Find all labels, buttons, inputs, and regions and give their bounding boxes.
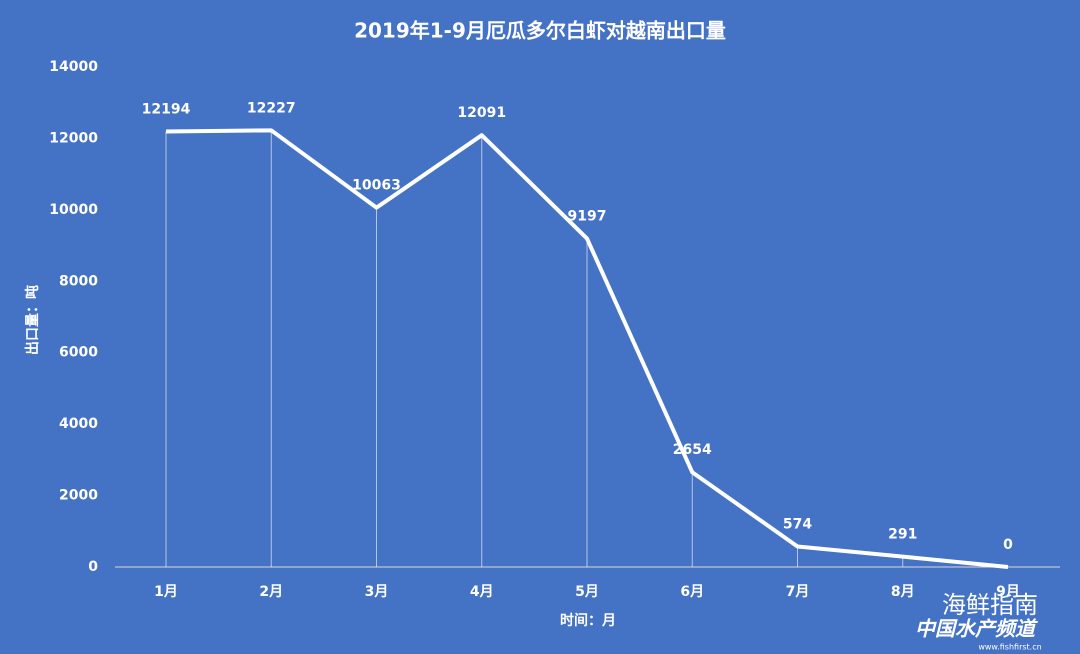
y-tick-label: 8000 <box>59 273 98 289</box>
data-label: 12194 <box>142 102 191 118</box>
data-label: 0 <box>1003 537 1013 553</box>
x-tick-label: 6月 <box>680 584 704 600</box>
y-tick-label: 14000 <box>49 59 98 75</box>
y-tick-label: 4000 <box>59 416 98 432</box>
x-axis-title: 时间：月 <box>560 612 616 629</box>
x-tick-label: 3月 <box>365 584 389 600</box>
watermark: 海鲜指南 <box>942 591 1038 619</box>
data-label: 9197 <box>568 209 607 225</box>
x-tick-label: 7月 <box>786 584 810 600</box>
data-label: 12091 <box>457 105 506 121</box>
watermark: www.fishfirst.cn <box>978 643 1041 652</box>
data-label: 291 <box>888 527 917 543</box>
x-tick-label: 2月 <box>259 584 283 600</box>
y-axis-title: 出口量：吨 <box>24 285 41 355</box>
y-tick-label: 10000 <box>49 202 98 218</box>
data-line <box>165 128 1009 569</box>
x-tick-label: 4月 <box>470 584 494 600</box>
watermark: 中国水产频道 <box>915 617 1038 641</box>
x-tick-label: 5月 <box>575 584 599 600</box>
y-tick-label: 2000 <box>59 488 98 504</box>
data-label: 574 <box>783 517 812 533</box>
x-tick-label: 9月 <box>996 584 1020 600</box>
data-label: 10063 <box>352 178 401 194</box>
x-tick-label: 1月 <box>154 584 178 600</box>
y-tick-label: 0 <box>88 559 98 575</box>
y-tick-label: 12000 <box>49 130 98 146</box>
data-label: 12227 <box>247 100 296 116</box>
data-label: 2654 <box>673 442 712 458</box>
x-tick-label: 8月 <box>891 584 915 600</box>
y-tick-label: 6000 <box>59 345 98 361</box>
chart-title: 2019年1-9月厄瓜多尔白虾对越南出口量 <box>354 19 726 43</box>
